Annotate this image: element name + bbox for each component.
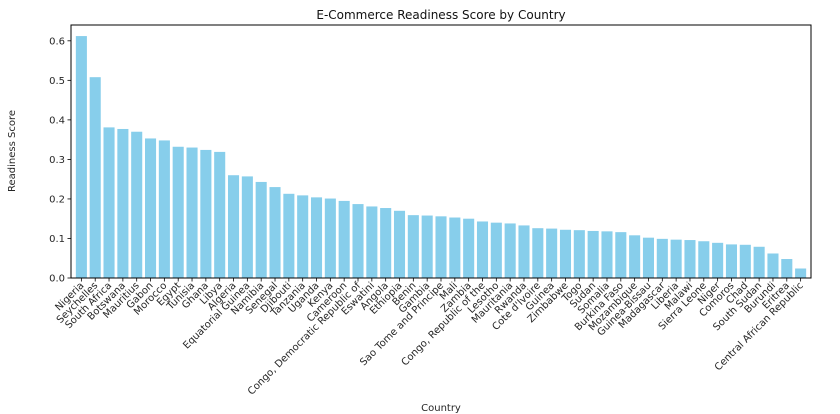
- bar: [89, 77, 101, 279]
- bar: [338, 200, 350, 278]
- bar: [518, 225, 530, 278]
- bar: [75, 36, 87, 278]
- bar: [546, 228, 558, 278]
- bar: [463, 218, 475, 278]
- bar: [324, 198, 336, 278]
- bar: [559, 229, 572, 278]
- bar: [158, 140, 170, 278]
- bar: [532, 228, 544, 278]
- bar: [380, 208, 392, 278]
- bar: [698, 241, 710, 278]
- bar: [767, 253, 779, 278]
- bar: [670, 239, 682, 278]
- bar: [753, 246, 765, 278]
- bar: [310, 197, 323, 278]
- bar: [283, 193, 295, 278]
- bars-layer: [75, 36, 807, 279]
- bar: [642, 237, 655, 278]
- y-tick-label: 0.5: [49, 76, 65, 87]
- bar: [421, 215, 433, 278]
- y-axis: 0.0 0.1 0.2 0.3 0.4 0.5 0.6: [49, 36, 71, 285]
- y-tick-label: 0.6: [49, 36, 65, 47]
- y-tick-label: 0.3: [49, 155, 65, 166]
- bar: [131, 131, 143, 278]
- bar: [200, 149, 212, 278]
- bar: [781, 259, 793, 278]
- bar: [573, 230, 585, 278]
- chart-title: E-Commerce Readiness Score by Country: [316, 8, 565, 22]
- bar: [725, 244, 737, 278]
- y-tick-label: 0.0: [49, 274, 65, 285]
- bar: [214, 151, 226, 278]
- bar: [435, 216, 447, 278]
- bar: [352, 204, 364, 278]
- bar: [407, 215, 419, 278]
- x-axis-title: Country: [421, 403, 461, 414]
- bar: [712, 242, 724, 278]
- bar: [297, 195, 309, 278]
- bar: [587, 230, 599, 278]
- bar: [449, 217, 461, 278]
- bar: [615, 232, 627, 278]
- bar: [629, 235, 641, 278]
- bar: [241, 176, 253, 278]
- bar: [601, 231, 613, 278]
- bar: [227, 175, 240, 278]
- bar: [476, 221, 489, 278]
- bar: [504, 223, 516, 278]
- bar: [393, 210, 406, 278]
- y-tick-label: 0.2: [49, 194, 65, 205]
- bar: [103, 127, 115, 278]
- bar: [255, 181, 267, 278]
- y-tick-label: 0.1: [49, 234, 65, 245]
- bar: [269, 187, 281, 278]
- y-axis-title: Readiness Score: [7, 110, 18, 192]
- bar: [684, 240, 696, 278]
- bar: [366, 206, 378, 278]
- bar: [739, 244, 751, 278]
- y-tick-label: 0.4: [49, 115, 65, 126]
- bar: [117, 128, 129, 278]
- bar: [186, 147, 198, 278]
- bar: [795, 268, 807, 278]
- plot-frame: [70, 24, 812, 279]
- bar: [145, 138, 157, 278]
- bar: [490, 222, 502, 278]
- bar: [656, 238, 668, 278]
- bar: [172, 146, 184, 278]
